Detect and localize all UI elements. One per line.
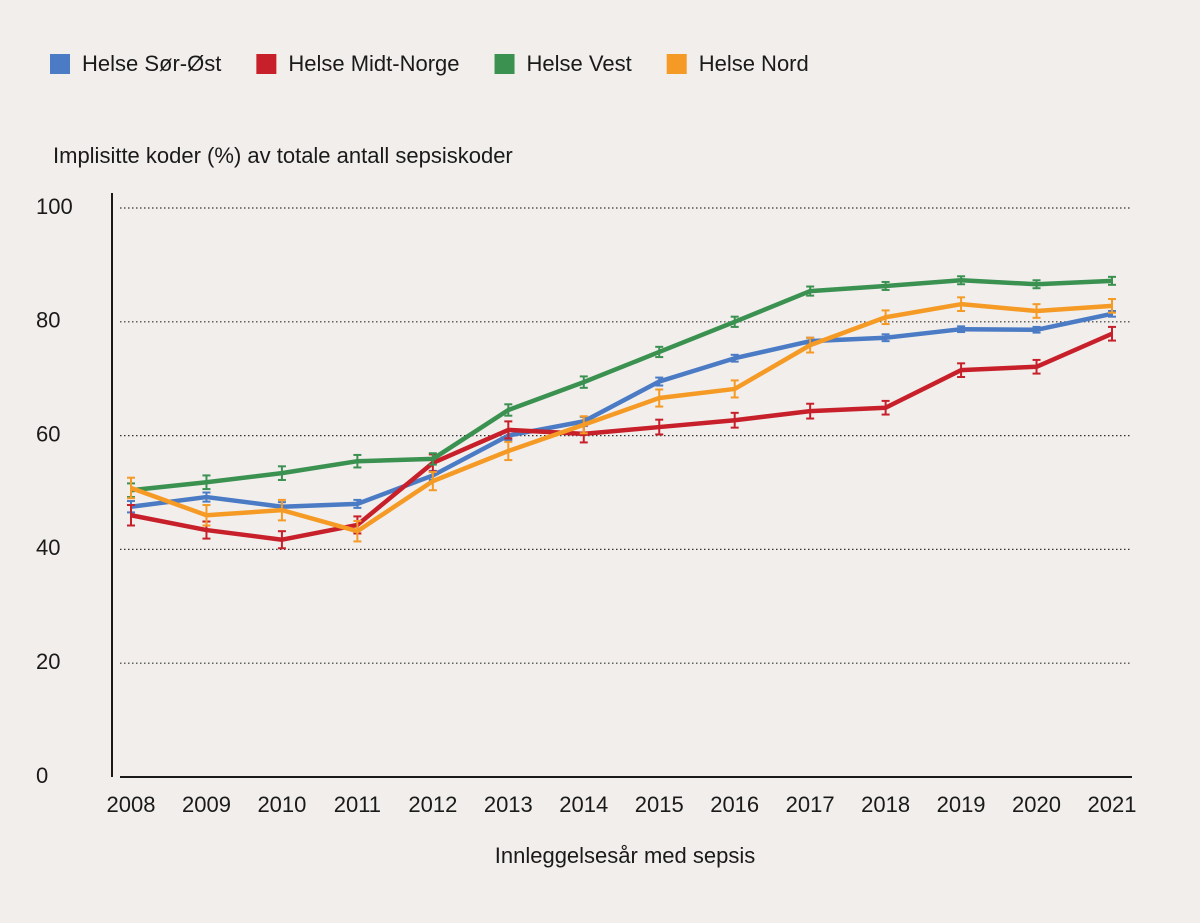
error-bar [277,498,286,522]
x-tick-label: 2009 [182,792,231,817]
error-bar [504,420,513,440]
error-bar [881,399,890,416]
x-tick-label: 2013 [484,792,533,817]
error-bar [428,471,437,492]
x-axis-title: Innleggelsesår med sepsis [495,843,755,868]
series-line [130,301,1113,534]
x-tick-label: 2018 [861,792,910,817]
legend-label: Helse Nord [699,51,809,76]
legend-label: Helse Vest [527,51,632,76]
x-tick-label: 2008 [107,792,156,817]
y-axis-title: Implisitte koder (%) av totale antall se… [53,143,513,168]
error-bar [1032,279,1041,290]
error-bar [881,280,890,291]
x-tick-label: 2014 [559,792,608,817]
x-tick-label: 2020 [1012,792,1061,817]
error-bar [579,415,588,435]
x-tick-label: 2010 [257,792,306,817]
series-line [130,311,1113,509]
error-bar [730,379,739,399]
x-tick-label: 2019 [937,792,986,817]
series-line [130,278,1113,493]
error-bar [1032,358,1041,375]
error-bar [730,411,739,429]
error-bar [655,418,664,436]
error-bar [127,504,135,527]
error-bar [730,353,739,363]
error-bar [353,519,362,543]
error-bar [957,325,966,334]
error-bar [655,388,664,408]
error-bar [504,440,513,462]
error-bar [202,474,211,491]
legend-label: Helse Sør-Øst [82,51,221,76]
error-bar [504,403,513,417]
error-bar [655,345,664,359]
y-tick-label: 100 [36,194,73,219]
x-tick-label: 2016 [710,792,759,817]
x-tick-label: 2015 [635,792,684,817]
error-bar [1108,275,1116,286]
error-bar [806,402,815,420]
error-bar [881,333,890,343]
error-bar [806,336,815,354]
x-tick-label: 2011 [334,792,381,817]
y-tick-label: 40 [36,535,60,560]
legend-swatch [50,54,70,74]
legend-swatch [666,54,687,74]
error-bar [277,465,286,481]
error-bar [202,491,211,503]
x-tick-label: 2012 [408,792,457,817]
error-bar [957,362,966,378]
x-tick-label: 2017 [786,792,835,817]
error-bar [806,285,815,297]
error-bar [353,453,362,469]
error-bar [1108,298,1116,314]
error-bar [202,504,211,527]
error-bar [428,452,437,466]
error-bar [957,296,966,312]
error-bar [353,498,362,509]
y-tick-label: 0 [36,763,48,788]
error-bar [730,315,739,328]
error-bar [1032,303,1041,319]
legend-swatch [494,54,515,74]
error-bar [579,375,588,389]
legend-swatch [256,54,277,74]
y-tick-label: 60 [36,421,60,446]
y-tick-label: 20 [36,649,60,674]
error-bar [277,530,286,550]
error-bar [127,476,135,500]
error-bar [1108,325,1116,342]
error-bar [655,376,664,387]
series-line [130,331,1113,542]
error-bar [1032,325,1041,334]
legend-label: Helse Midt-Norge [288,51,459,76]
error-bar [881,309,890,326]
error-bar [957,275,966,286]
y-tick-label: 80 [36,308,60,333]
x-tick-label: 2021 [1088,792,1137,817]
